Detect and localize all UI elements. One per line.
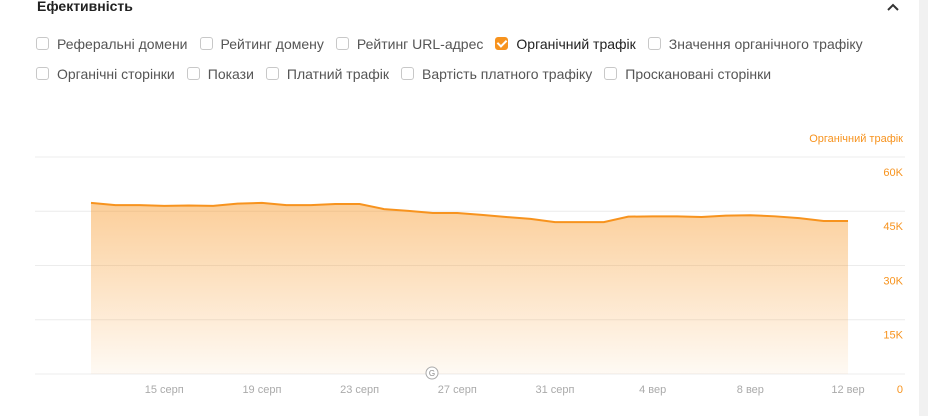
filter-checkbox[interactable]: Органічний трафік xyxy=(495,34,636,53)
checkbox-label[interactable]: Вартість платного трафіку xyxy=(422,65,593,82)
checkbox-label[interactable]: Реферальні домени xyxy=(57,35,188,52)
x-tick-label: 8 вер xyxy=(737,384,764,396)
y-tick-label: 60K xyxy=(883,167,903,179)
checkbox[interactable] xyxy=(199,37,213,50)
checkbox[interactable] xyxy=(604,67,618,80)
filter-checkbox[interactable]: Значення органічного трафіку xyxy=(647,34,863,53)
filter-checkbox[interactable]: Рейтинг URL-адрес xyxy=(335,34,484,53)
line xyxy=(90,201,849,224)
y-tick-label: 15K xyxy=(883,330,903,342)
checkbox[interactable] xyxy=(36,37,49,50)
filter-checkbox[interactable]: Покази xyxy=(186,64,254,83)
filter-checkbox[interactable]: Органічні сторінки xyxy=(36,64,175,83)
filter-checkbox[interactable]: Рейтинг домену xyxy=(199,34,324,53)
checkbox[interactable] xyxy=(495,37,509,50)
checkbox[interactable] xyxy=(647,37,661,50)
checkbox[interactable] xyxy=(401,67,415,80)
x-tick-label: 19 серп xyxy=(242,384,281,396)
filter-checkbox[interactable]: Платний трафік xyxy=(265,64,390,83)
scrollbar xyxy=(919,0,928,416)
area xyxy=(91,202,849,374)
checkbox[interactable] xyxy=(265,67,279,80)
checkbox-label[interactable]: Рейтинг домену xyxy=(220,35,324,52)
checkbox-label[interactable]: Значення органічного трафіку xyxy=(668,35,863,52)
checkbox[interactable] xyxy=(36,67,49,80)
x-tick-label: 31 серп xyxy=(535,384,574,396)
filter-list: Реферальні домени Рейтинг домену Рейтинг U… xyxy=(36,34,896,83)
filter-checkbox[interactable]: Вартість платного трафіку xyxy=(401,64,592,83)
x-tick-label: 27 серп xyxy=(438,384,477,396)
checkbox-label[interactable]: Рейтинг URL-адрес xyxy=(356,35,484,52)
checkbox[interactable] xyxy=(335,37,349,50)
annotation-marker-label: G xyxy=(429,369,435,378)
y-tick-label: 30K xyxy=(883,275,903,287)
x-tick-label: 23 серп xyxy=(340,384,379,396)
checkbox-label[interactable]: Платний трафік xyxy=(286,65,390,82)
y-tick-label: 0 xyxy=(897,384,903,396)
section-title: Ефективність xyxy=(37,0,133,14)
checkbox-label[interactable]: Проскановані сторінки xyxy=(625,65,772,82)
filter-checkbox[interactable]: Реферальні домени xyxy=(36,34,188,53)
filter-checkbox[interactable]: Проскановані сторінки xyxy=(604,64,771,83)
checkbox-label[interactable]: Органічні сторінки xyxy=(57,65,175,82)
series-label: Органічний трафік xyxy=(809,133,903,145)
checkbox[interactable] xyxy=(186,67,200,80)
x-tick-label: 15 серп xyxy=(145,384,184,396)
annotation-marker xyxy=(425,366,439,380)
collapse-button[interactable] xyxy=(884,0,902,14)
x-tick-label: 4 вер xyxy=(639,384,666,396)
checkbox-label[interactable]: Покази xyxy=(207,65,254,82)
x-tick-label: 12 вер xyxy=(831,384,864,396)
y-tick-label: 45K xyxy=(883,221,903,233)
checkbox-label[interactable]: Органічний трафік xyxy=(516,35,636,52)
